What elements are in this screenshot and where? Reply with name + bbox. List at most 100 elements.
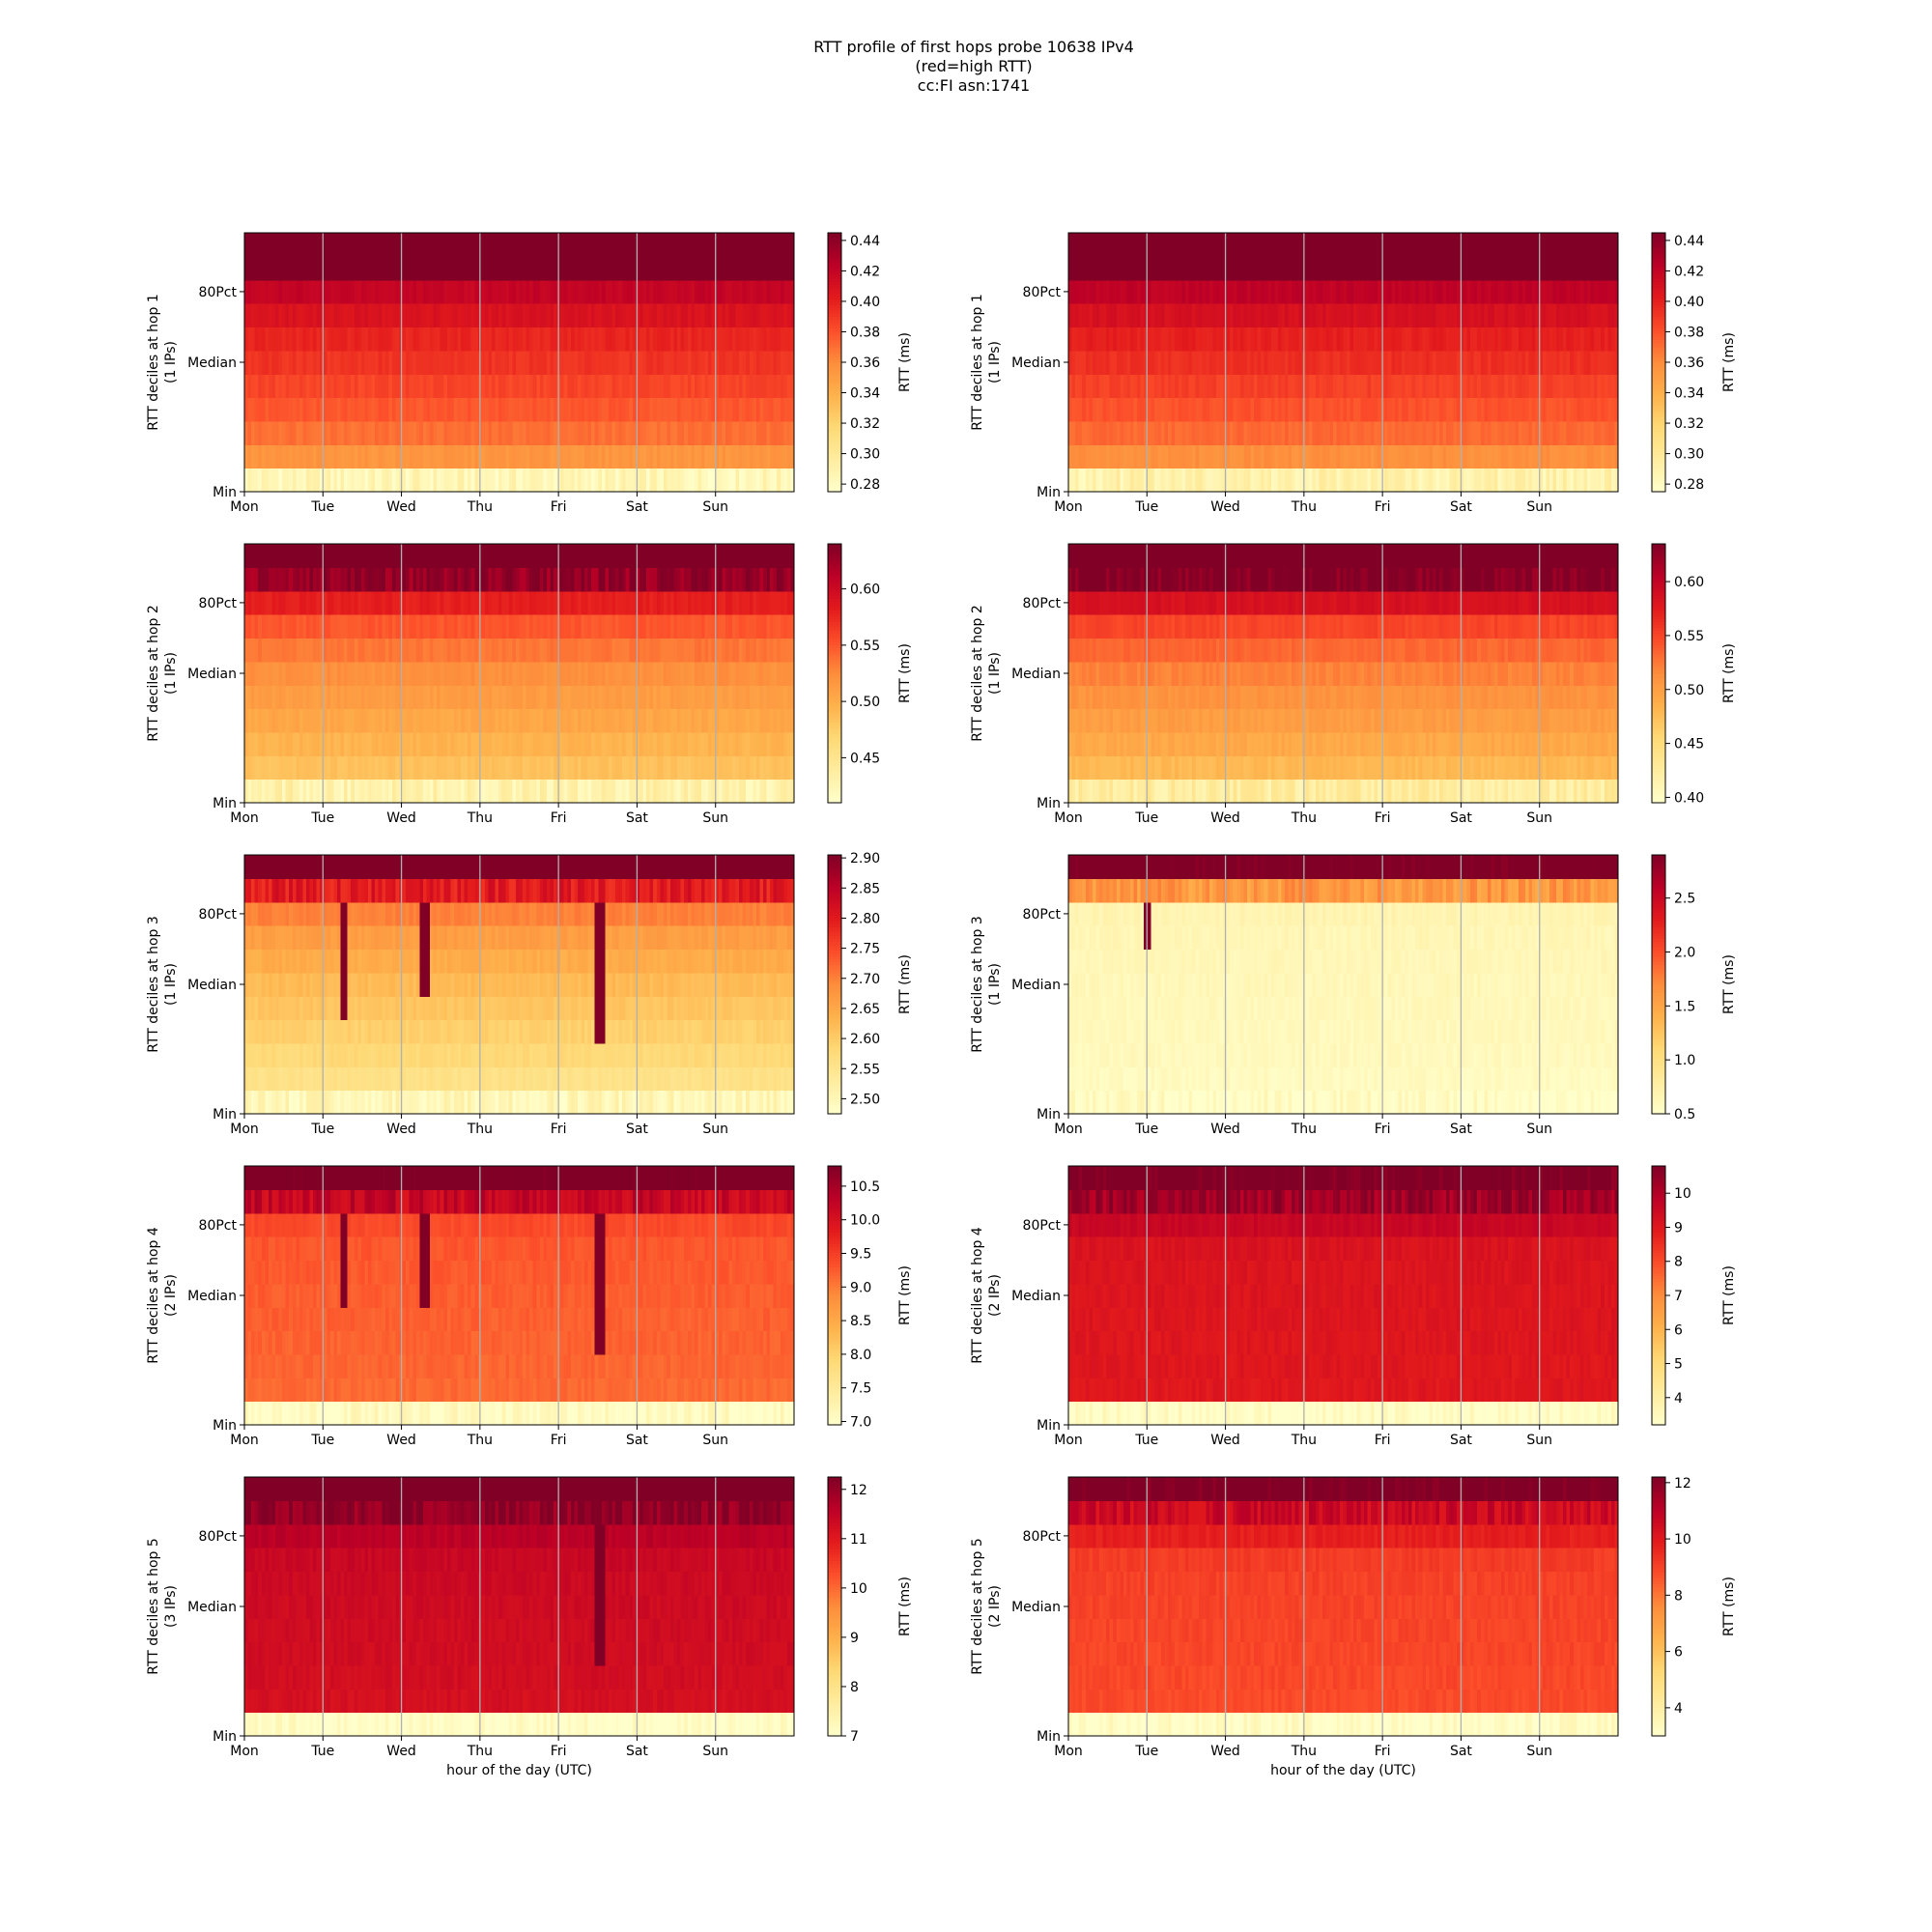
- heatmap-cell: [360, 614, 366, 639]
- heatmap-cell: [1171, 279, 1176, 304]
- heatmap-cell: [605, 233, 610, 257]
- colorbar-swatch: [1652, 261, 1665, 266]
- heatmap-cell: [1332, 303, 1337, 328]
- heatmap-cell: [1316, 303, 1321, 328]
- heatmap-cell: [680, 420, 685, 445]
- heatmap-cell: [265, 779, 270, 804]
- heatmap-cell: [1071, 468, 1076, 493]
- heatmap-cell: [1140, 233, 1145, 257]
- heatmap-cell: [560, 685, 565, 710]
- heatmap-cell: [1292, 350, 1296, 375]
- heatmap-cell: [677, 374, 682, 399]
- heatmap-cell: [1463, 468, 1468, 493]
- heatmap-cell: [1579, 374, 1585, 399]
- heatmap-cell: [594, 444, 599, 469]
- heatmap-cell: [292, 708, 297, 733]
- heatmap-cell: [1106, 420, 1111, 445]
- heatmap-cell: [550, 327, 554, 352]
- heatmap-cell: [601, 444, 607, 469]
- colorbar-swatch: [828, 477, 841, 481]
- heatmap-cell: [574, 779, 579, 804]
- heatmap-cell: [1312, 397, 1317, 422]
- heatmap-cell: [742, 468, 747, 493]
- heatmap-cell: [364, 303, 369, 328]
- heatmap-cell: [728, 661, 733, 686]
- heatmap-cell: [766, 420, 771, 445]
- heatmap-cell: [244, 661, 249, 686]
- heatmap-cell: [316, 303, 321, 328]
- heatmap-cell: [1325, 256, 1330, 281]
- heatmap-cell: [1085, 303, 1090, 328]
- heatmap-cell: [1153, 468, 1159, 493]
- heatmap-cell: [498, 350, 503, 375]
- heatmap-cell: [1102, 327, 1107, 352]
- heatmap-cell: [1312, 256, 1317, 281]
- heatmap-cell: [1350, 397, 1354, 422]
- heatmap-cell: [357, 397, 362, 422]
- heatmap-cell: [440, 638, 444, 663]
- heatmap-cell: [519, 468, 524, 493]
- heatmap-cell: [254, 708, 259, 733]
- heatmap-cell: [554, 374, 558, 399]
- heatmap-cell: [1470, 397, 1475, 422]
- heatmap-cell: [1449, 256, 1454, 281]
- heatmap-cell: [639, 327, 644, 352]
- heatmap-cell: [1294, 374, 1299, 399]
- heatmap-cell: [577, 279, 582, 304]
- heatmap-cell: [680, 233, 685, 257]
- heatmap-cell: [700, 256, 706, 281]
- heatmap-cell: [1415, 468, 1420, 493]
- heatmap-cell: [406, 256, 411, 281]
- heatmap-cell: [584, 638, 589, 663]
- heatmap-cell: [461, 731, 466, 756]
- heatmap-cell: [663, 397, 668, 422]
- heatmap-cell: [395, 420, 400, 445]
- heatmap-cell: [1208, 397, 1213, 422]
- heatmap-cell: [653, 638, 658, 663]
- heatmap-cell: [1422, 303, 1427, 328]
- heatmap-cell: [364, 350, 369, 375]
- heatmap-cell: [1518, 468, 1523, 493]
- heatmap-cell: [680, 303, 685, 328]
- heatmap-cell: [1555, 397, 1561, 422]
- heatmap-cell: [501, 708, 506, 733]
- heatmap-cell: [570, 468, 575, 493]
- heatmap-cell: [1319, 279, 1323, 304]
- colorbar-tick-label: 0.42: [1674, 264, 1704, 279]
- heatmap-cell: [371, 614, 376, 639]
- heatmap-cell: [512, 279, 517, 304]
- heatmap-cell: [1370, 397, 1376, 422]
- heatmap-cell: [1394, 420, 1399, 445]
- heatmap-cell: [1466, 350, 1471, 375]
- heatmap-cell: [1586, 350, 1592, 375]
- heatmap-cell: [1099, 350, 1104, 375]
- heatmap-cell: [529, 303, 534, 328]
- heatmap-cell: [395, 779, 400, 804]
- heatmap-cell: [327, 685, 331, 710]
- heatmap-cell: [1137, 350, 1142, 375]
- heatmap-cell: [344, 614, 349, 639]
- heatmap-cell: [1202, 374, 1207, 399]
- heatmap-cell: [1604, 233, 1608, 257]
- heatmap-cell: [1504, 397, 1509, 422]
- heatmap-cell: [1470, 420, 1475, 445]
- heatmap-cell: [642, 420, 647, 445]
- heatmap-cell: [422, 444, 428, 469]
- heatmap-cell: [426, 708, 431, 733]
- heatmap-cell: [271, 279, 276, 304]
- heatmap-cell: [577, 420, 582, 445]
- heatmap-cell: [1202, 256, 1207, 281]
- heatmap-cell: [1463, 397, 1468, 422]
- heatmap-cell: [1353, 303, 1358, 328]
- heatmap-cell: [1586, 256, 1592, 281]
- heatmap-cell: [1583, 279, 1588, 304]
- heatmap-cell: [474, 661, 479, 686]
- heatmap-cell: [1281, 303, 1286, 328]
- heatmap-cell: [786, 708, 792, 733]
- heatmap-cell: [357, 708, 362, 733]
- heatmap-cell: [1246, 327, 1252, 352]
- heatmap-cell: [728, 685, 733, 710]
- heatmap-cell: [1493, 279, 1499, 304]
- heatmap-cell: [753, 350, 757, 375]
